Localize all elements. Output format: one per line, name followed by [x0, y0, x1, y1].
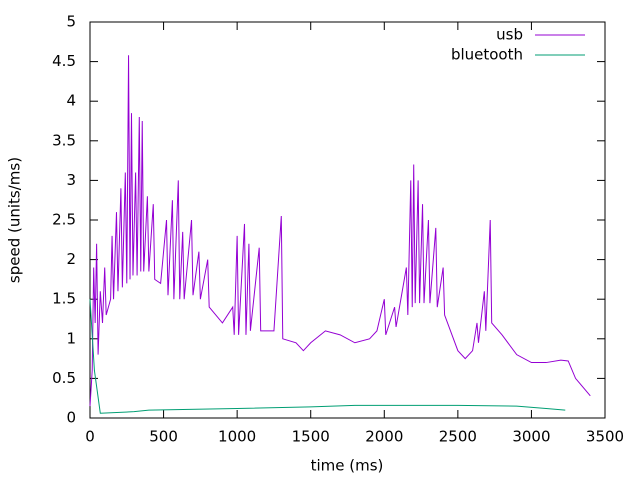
- x-tick-label: 500: [149, 428, 178, 446]
- y-tick-label: 0.5: [52, 369, 76, 387]
- x-tick-label: 2000: [365, 428, 403, 446]
- y-axis-label: speed (units/ms): [6, 157, 24, 283]
- y-tick-label: 4.5: [52, 52, 76, 70]
- y-tick-label: 3: [66, 171, 76, 189]
- x-tick-label: 3500: [586, 428, 624, 446]
- y-tick-label: 0: [66, 409, 76, 427]
- y-tick-label: 2: [66, 250, 76, 268]
- x-tick-label: 0: [85, 428, 95, 446]
- series-line: [89, 299, 566, 414]
- x-tick-label: 3000: [512, 428, 550, 446]
- y-tick-label: 4: [66, 92, 76, 110]
- y-tick-label: 2.5: [52, 211, 76, 229]
- legend-label: usb: [496, 26, 523, 44]
- legend-label: bluetooth: [451, 46, 523, 64]
- plot-border: [89, 21, 606, 419]
- y-tick-label: 3.5: [52, 131, 76, 149]
- y-tick-label: 5: [66, 13, 76, 31]
- series-line: [89, 55, 591, 407]
- x-axis-label: time (ms): [311, 457, 384, 475]
- x-tick-label: 1500: [292, 428, 330, 446]
- x-tick-label: 2500: [439, 428, 477, 446]
- x-tick-label: 1000: [218, 428, 256, 446]
- y-tick-label: 1: [66, 329, 76, 347]
- y-tick-label: 1.5: [52, 290, 76, 308]
